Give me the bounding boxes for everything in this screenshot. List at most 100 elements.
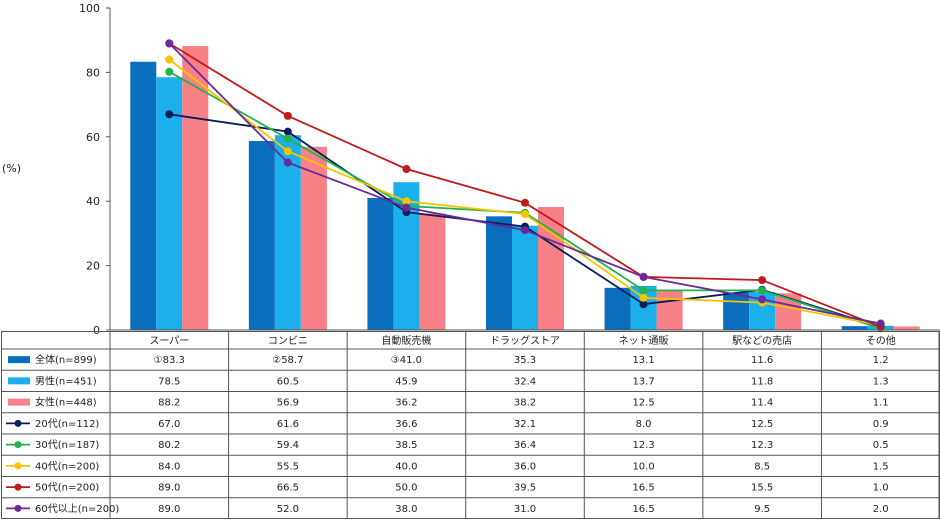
data-label: 32.4 [514, 376, 536, 387]
y-axis-unit: (%) [2, 162, 21, 175]
y-tick-label: 80 [86, 66, 100, 79]
bar [156, 77, 183, 330]
data-label: 32.1 [514, 419, 536, 430]
legend-key-marker [14, 462, 22, 470]
legend-key-marker [14, 504, 22, 512]
data-label: 12.3 [751, 440, 773, 451]
category-label: コンビニ [268, 335, 308, 347]
data-point [521, 210, 529, 219]
data-point [165, 55, 174, 64]
data-label: 59.4 [277, 440, 299, 451]
data-label: 13.1 [632, 355, 654, 366]
bar [130, 61, 157, 331]
legend-label: 40代(n=200) [35, 460, 99, 472]
category-label: 自動販売機 [381, 334, 431, 347]
data-label: 84.0 [158, 461, 180, 472]
bar [723, 292, 750, 330]
bar [419, 213, 446, 330]
legend-key-marker [14, 441, 22, 449]
y-tick-label: 100 [79, 2, 100, 15]
data-point [758, 276, 767, 285]
data-point [758, 286, 767, 295]
data-label: 2.0 [873, 504, 889, 515]
plot-area: (%) 0 20 40 60 80 100 [2, 2, 940, 337]
data-label: 8.5 [754, 461, 770, 472]
legend-label: 30代(n=187) [35, 439, 99, 451]
bar [367, 197, 394, 330]
data-point [165, 67, 174, 76]
data-point [521, 226, 529, 235]
data-label: 10.0 [632, 461, 654, 472]
data-point [402, 203, 411, 212]
category-label: ネット通販 [619, 335, 669, 347]
data-label: 31.0 [514, 504, 536, 515]
data-point [283, 127, 292, 136]
data-point [283, 134, 292, 143]
data-label: 36.2 [395, 398, 417, 409]
data-label: ①83.3 [154, 355, 185, 366]
data-label: 89.0 [158, 483, 180, 494]
data-label: 13.7 [632, 376, 654, 387]
data-label: 60.5 [277, 376, 299, 387]
data-point [283, 147, 292, 156]
data-label: 12.5 [632, 398, 654, 409]
data-label: 15.5 [751, 483, 773, 494]
data-label: 45.9 [395, 376, 417, 387]
data-label: 67.0 [158, 419, 180, 430]
bar [248, 140, 275, 330]
legend-key [8, 398, 30, 406]
data-label: 52.0 [277, 504, 299, 515]
data-label: 1.5 [873, 461, 889, 472]
legend-label: 50代(n=200) [35, 482, 99, 494]
legend-key [8, 356, 30, 364]
legend-label: 60代以上(n=200) [35, 503, 119, 515]
category-label: スーパー [149, 335, 189, 347]
data-label: 36.6 [395, 419, 417, 430]
data-label: 80.2 [158, 440, 180, 451]
legend-label: 20代(n=112) [35, 418, 99, 430]
data-label: 38.5 [395, 440, 417, 451]
data-label: 61.6 [277, 419, 299, 430]
y-tick-label: 60 [86, 131, 100, 144]
data-label: 0.9 [873, 419, 889, 430]
data-label: 16.5 [632, 504, 654, 515]
data-label: 11.6 [751, 355, 773, 366]
data-label: 16.5 [632, 483, 654, 494]
data-label: 12.3 [632, 440, 654, 451]
bar [274, 135, 301, 330]
data-point [639, 272, 648, 281]
category-label: その他 [866, 334, 896, 347]
data-label: ②58.7 [272, 355, 303, 366]
data-label: 38.0 [395, 504, 417, 515]
data-label: 0.5 [873, 440, 889, 451]
data-label: 8.0 [636, 419, 652, 430]
bar [538, 206, 564, 330]
category-label: ドラッグストア [490, 334, 560, 347]
data-point [876, 319, 885, 328]
bar [512, 225, 538, 330]
bar [300, 146, 327, 330]
legend-label: 全体(n=899) [35, 353, 97, 366]
data-label: 38.2 [514, 398, 536, 409]
data-table: スーパー コンビニ 自動販売機 ドラッグストア ネット通販 駅などの売店 その他全体(n=8… [1, 331, 940, 519]
data-point [165, 110, 174, 119]
legend-key [8, 377, 30, 385]
bar [841, 326, 868, 330]
data-point [402, 165, 411, 173]
y-tick-label: 40 [86, 195, 100, 208]
data-point [402, 197, 411, 206]
data-label: 1.3 [873, 376, 889, 387]
y-tick-label: 0 [93, 324, 100, 337]
data-label: 1.1 [873, 398, 889, 409]
data-label: 40.0 [395, 461, 417, 472]
data-label: 35.3 [514, 355, 536, 366]
y-tick-label: 20 [86, 260, 100, 273]
bar [893, 326, 920, 330]
data-label: 1.0 [873, 483, 889, 494]
legend-label: 女性(n=448) [35, 396, 97, 409]
data-label: 66.5 [277, 483, 299, 494]
data-point [758, 295, 767, 304]
data-label: 89.0 [158, 504, 180, 515]
category-label: 駅などの売店 [732, 334, 792, 347]
data-label: ③41.0 [391, 355, 422, 366]
